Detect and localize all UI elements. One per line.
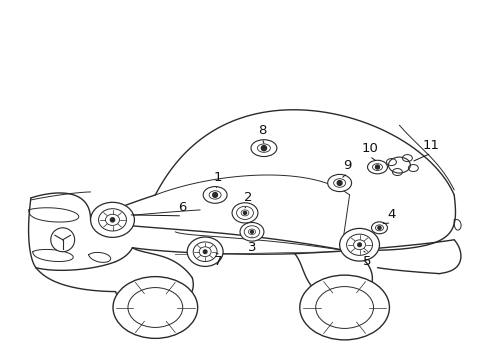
Ellipse shape xyxy=(316,287,373,328)
Ellipse shape xyxy=(346,234,372,255)
Circle shape xyxy=(110,218,115,222)
Ellipse shape xyxy=(375,225,384,231)
Ellipse shape xyxy=(354,240,366,249)
Circle shape xyxy=(51,228,74,252)
Text: 8: 8 xyxy=(258,124,266,137)
Circle shape xyxy=(250,230,253,233)
Ellipse shape xyxy=(257,144,270,152)
Circle shape xyxy=(213,193,218,197)
Ellipse shape xyxy=(199,247,211,257)
Ellipse shape xyxy=(91,202,134,237)
Text: 9: 9 xyxy=(343,158,352,172)
Text: 2: 2 xyxy=(244,192,252,204)
Ellipse shape xyxy=(251,140,277,157)
Text: 3: 3 xyxy=(248,241,256,254)
Ellipse shape xyxy=(240,222,264,241)
Text: 6: 6 xyxy=(178,201,186,215)
Ellipse shape xyxy=(248,229,256,235)
Ellipse shape xyxy=(203,186,227,203)
Circle shape xyxy=(358,243,361,247)
Ellipse shape xyxy=(334,179,345,187)
Text: 10: 10 xyxy=(361,141,378,155)
Ellipse shape xyxy=(328,174,352,192)
Text: 4: 4 xyxy=(387,208,395,221)
Circle shape xyxy=(244,211,246,215)
Text: 7: 7 xyxy=(214,255,222,268)
Ellipse shape xyxy=(187,237,223,266)
Circle shape xyxy=(378,226,381,229)
Text: 11: 11 xyxy=(423,139,440,152)
Circle shape xyxy=(261,145,267,151)
Ellipse shape xyxy=(408,165,418,171)
Ellipse shape xyxy=(340,228,379,261)
Circle shape xyxy=(203,250,207,253)
Ellipse shape xyxy=(98,209,126,231)
Ellipse shape xyxy=(371,222,388,234)
Ellipse shape xyxy=(387,159,396,166)
Ellipse shape xyxy=(402,154,413,162)
Ellipse shape xyxy=(209,191,221,199)
Text: 1: 1 xyxy=(214,171,222,184)
Circle shape xyxy=(375,165,379,169)
Ellipse shape xyxy=(128,288,183,328)
Ellipse shape xyxy=(193,242,217,261)
Ellipse shape xyxy=(300,275,390,340)
Ellipse shape xyxy=(105,214,120,225)
Ellipse shape xyxy=(237,206,253,220)
Ellipse shape xyxy=(392,168,402,176)
Text: 5: 5 xyxy=(363,255,372,268)
Ellipse shape xyxy=(232,203,258,223)
Ellipse shape xyxy=(368,160,388,174)
Ellipse shape xyxy=(244,226,260,238)
Ellipse shape xyxy=(113,276,197,338)
Ellipse shape xyxy=(372,164,383,170)
Circle shape xyxy=(337,181,342,185)
Ellipse shape xyxy=(241,210,249,216)
